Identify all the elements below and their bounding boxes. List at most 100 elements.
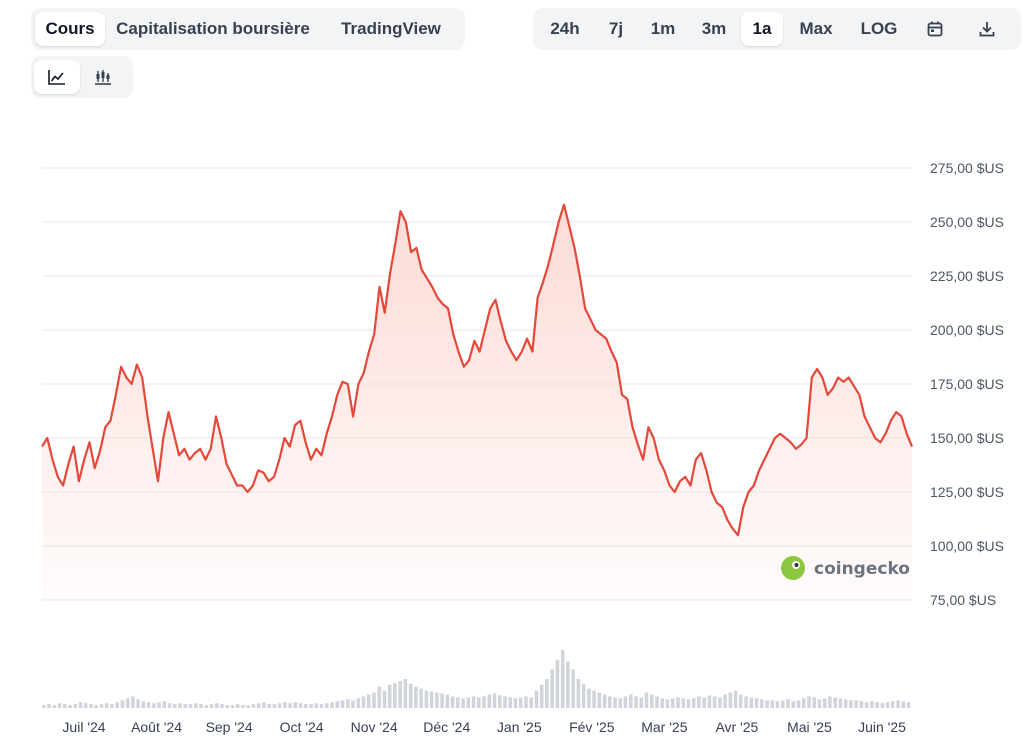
candlestick-button[interactable] (80, 60, 126, 94)
volume-bar (524, 696, 528, 708)
volume-bar (246, 705, 250, 708)
volume-bar (52, 705, 57, 708)
volume-bar (398, 680, 402, 708)
tab-market-cap[interactable]: Capitalisation boursière (116, 19, 310, 38)
volume-bar (361, 696, 366, 708)
volume-bar (854, 700, 858, 708)
coingecko-logo (781, 556, 805, 580)
volume-bar (199, 704, 203, 708)
volume-bar (325, 703, 329, 708)
log-toggle[interactable]: LOG (860, 19, 898, 38)
volume-bar (424, 690, 429, 708)
volume-bar (676, 697, 680, 708)
volume-bar (529, 697, 533, 708)
volume-bar (225, 705, 229, 708)
x-tick-label: Nov '24 (351, 719, 398, 735)
y-tick-label: 200,00 $US (930, 322, 1004, 338)
volume-bar (870, 701, 874, 708)
volume-bar (309, 704, 313, 708)
line-chart-icon (48, 70, 65, 85)
x-tick-label: Mar '25 (641, 719, 687, 735)
volume-bar (183, 704, 188, 708)
volume-bar (728, 692, 733, 708)
volume-bar (691, 698, 696, 708)
volume-bar (403, 679, 408, 708)
volume-bar (115, 702, 119, 708)
range-1y[interactable]: 1a (741, 12, 783, 46)
volume-bar (859, 701, 864, 708)
y-tick-label: 150,00 $US (930, 430, 1004, 446)
coingecko-logo-pupil (794, 563, 799, 567)
volume-bar (125, 698, 130, 708)
calendar-button[interactable] (909, 12, 961, 46)
volume-bar (408, 683, 413, 708)
line-chart-button[interactable] (34, 60, 80, 94)
volume-bar (644, 692, 649, 708)
volume-bar (215, 703, 219, 708)
volume-bar (906, 702, 911, 708)
volume-bar (791, 701, 796, 708)
y-tick-label: 75,00 $US (930, 592, 996, 608)
volume-bar (356, 698, 361, 708)
range-7d[interactable]: 7j (608, 19, 624, 38)
volume-bar (498, 695, 502, 708)
volume-bar (602, 694, 607, 708)
volume-bar (503, 696, 507, 708)
range-3m[interactable]: 3m (701, 19, 727, 38)
range-1m[interactable]: 1m (650, 19, 676, 38)
volume-bar (78, 702, 83, 708)
volume-bar (796, 700, 801, 708)
volume-bar (204, 705, 209, 708)
volume-bar (560, 650, 565, 708)
range-24h[interactable]: 24h (550, 19, 580, 38)
volume-bar (901, 701, 906, 708)
volume-bar (141, 701, 146, 708)
volume-bar (314, 703, 319, 708)
volume-bar (539, 684, 544, 708)
volume-bar (346, 699, 350, 708)
tab-price[interactable]: Cours (35, 12, 105, 46)
volume-bar (545, 679, 549, 708)
volume-bar (372, 692, 376, 708)
price-area (42, 204, 912, 600)
volume-bar (99, 704, 104, 708)
download-button[interactable] (961, 12, 1013, 46)
volume-bar (152, 703, 156, 708)
volume-bar (576, 679, 581, 708)
volume-bar (518, 697, 523, 708)
x-tick-label: Sep '24 (206, 719, 253, 735)
volume-bar (304, 704, 308, 708)
volume-bar (393, 682, 397, 708)
volume-bar (723, 694, 727, 708)
volume-bar (471, 696, 476, 708)
volume-bar (63, 704, 67, 708)
volume-bar (513, 698, 518, 708)
volume-bar (387, 684, 392, 708)
volume-bar (822, 698, 827, 708)
volume-bar (256, 703, 261, 708)
volume-bar (188, 704, 193, 708)
volume-bar (828, 696, 832, 708)
volume-bar (765, 700, 769, 708)
volume-bar (801, 698, 806, 708)
volume-bar (120, 700, 125, 708)
volume-bar (885, 702, 890, 708)
volume-bar (608, 696, 612, 708)
volume-bar (707, 695, 712, 708)
volume-bar (833, 697, 837, 708)
volume-bar (639, 697, 644, 708)
x-tick-label: Juin '25 (858, 719, 906, 735)
calendar-icon (927, 21, 943, 37)
volume-bar (466, 697, 471, 708)
volume-bar (340, 700, 345, 708)
tab-tradingview[interactable]: TradingView (341, 19, 441, 38)
volume-bar (241, 705, 245, 708)
range-max[interactable]: Max (799, 19, 833, 38)
volume-bar (209, 704, 214, 708)
volume-bar (739, 694, 743, 708)
volume-bar (770, 700, 775, 708)
volume-bar (849, 700, 853, 708)
volume-bar (534, 690, 539, 708)
volume-bar (445, 694, 450, 708)
volume-bar (162, 701, 167, 708)
